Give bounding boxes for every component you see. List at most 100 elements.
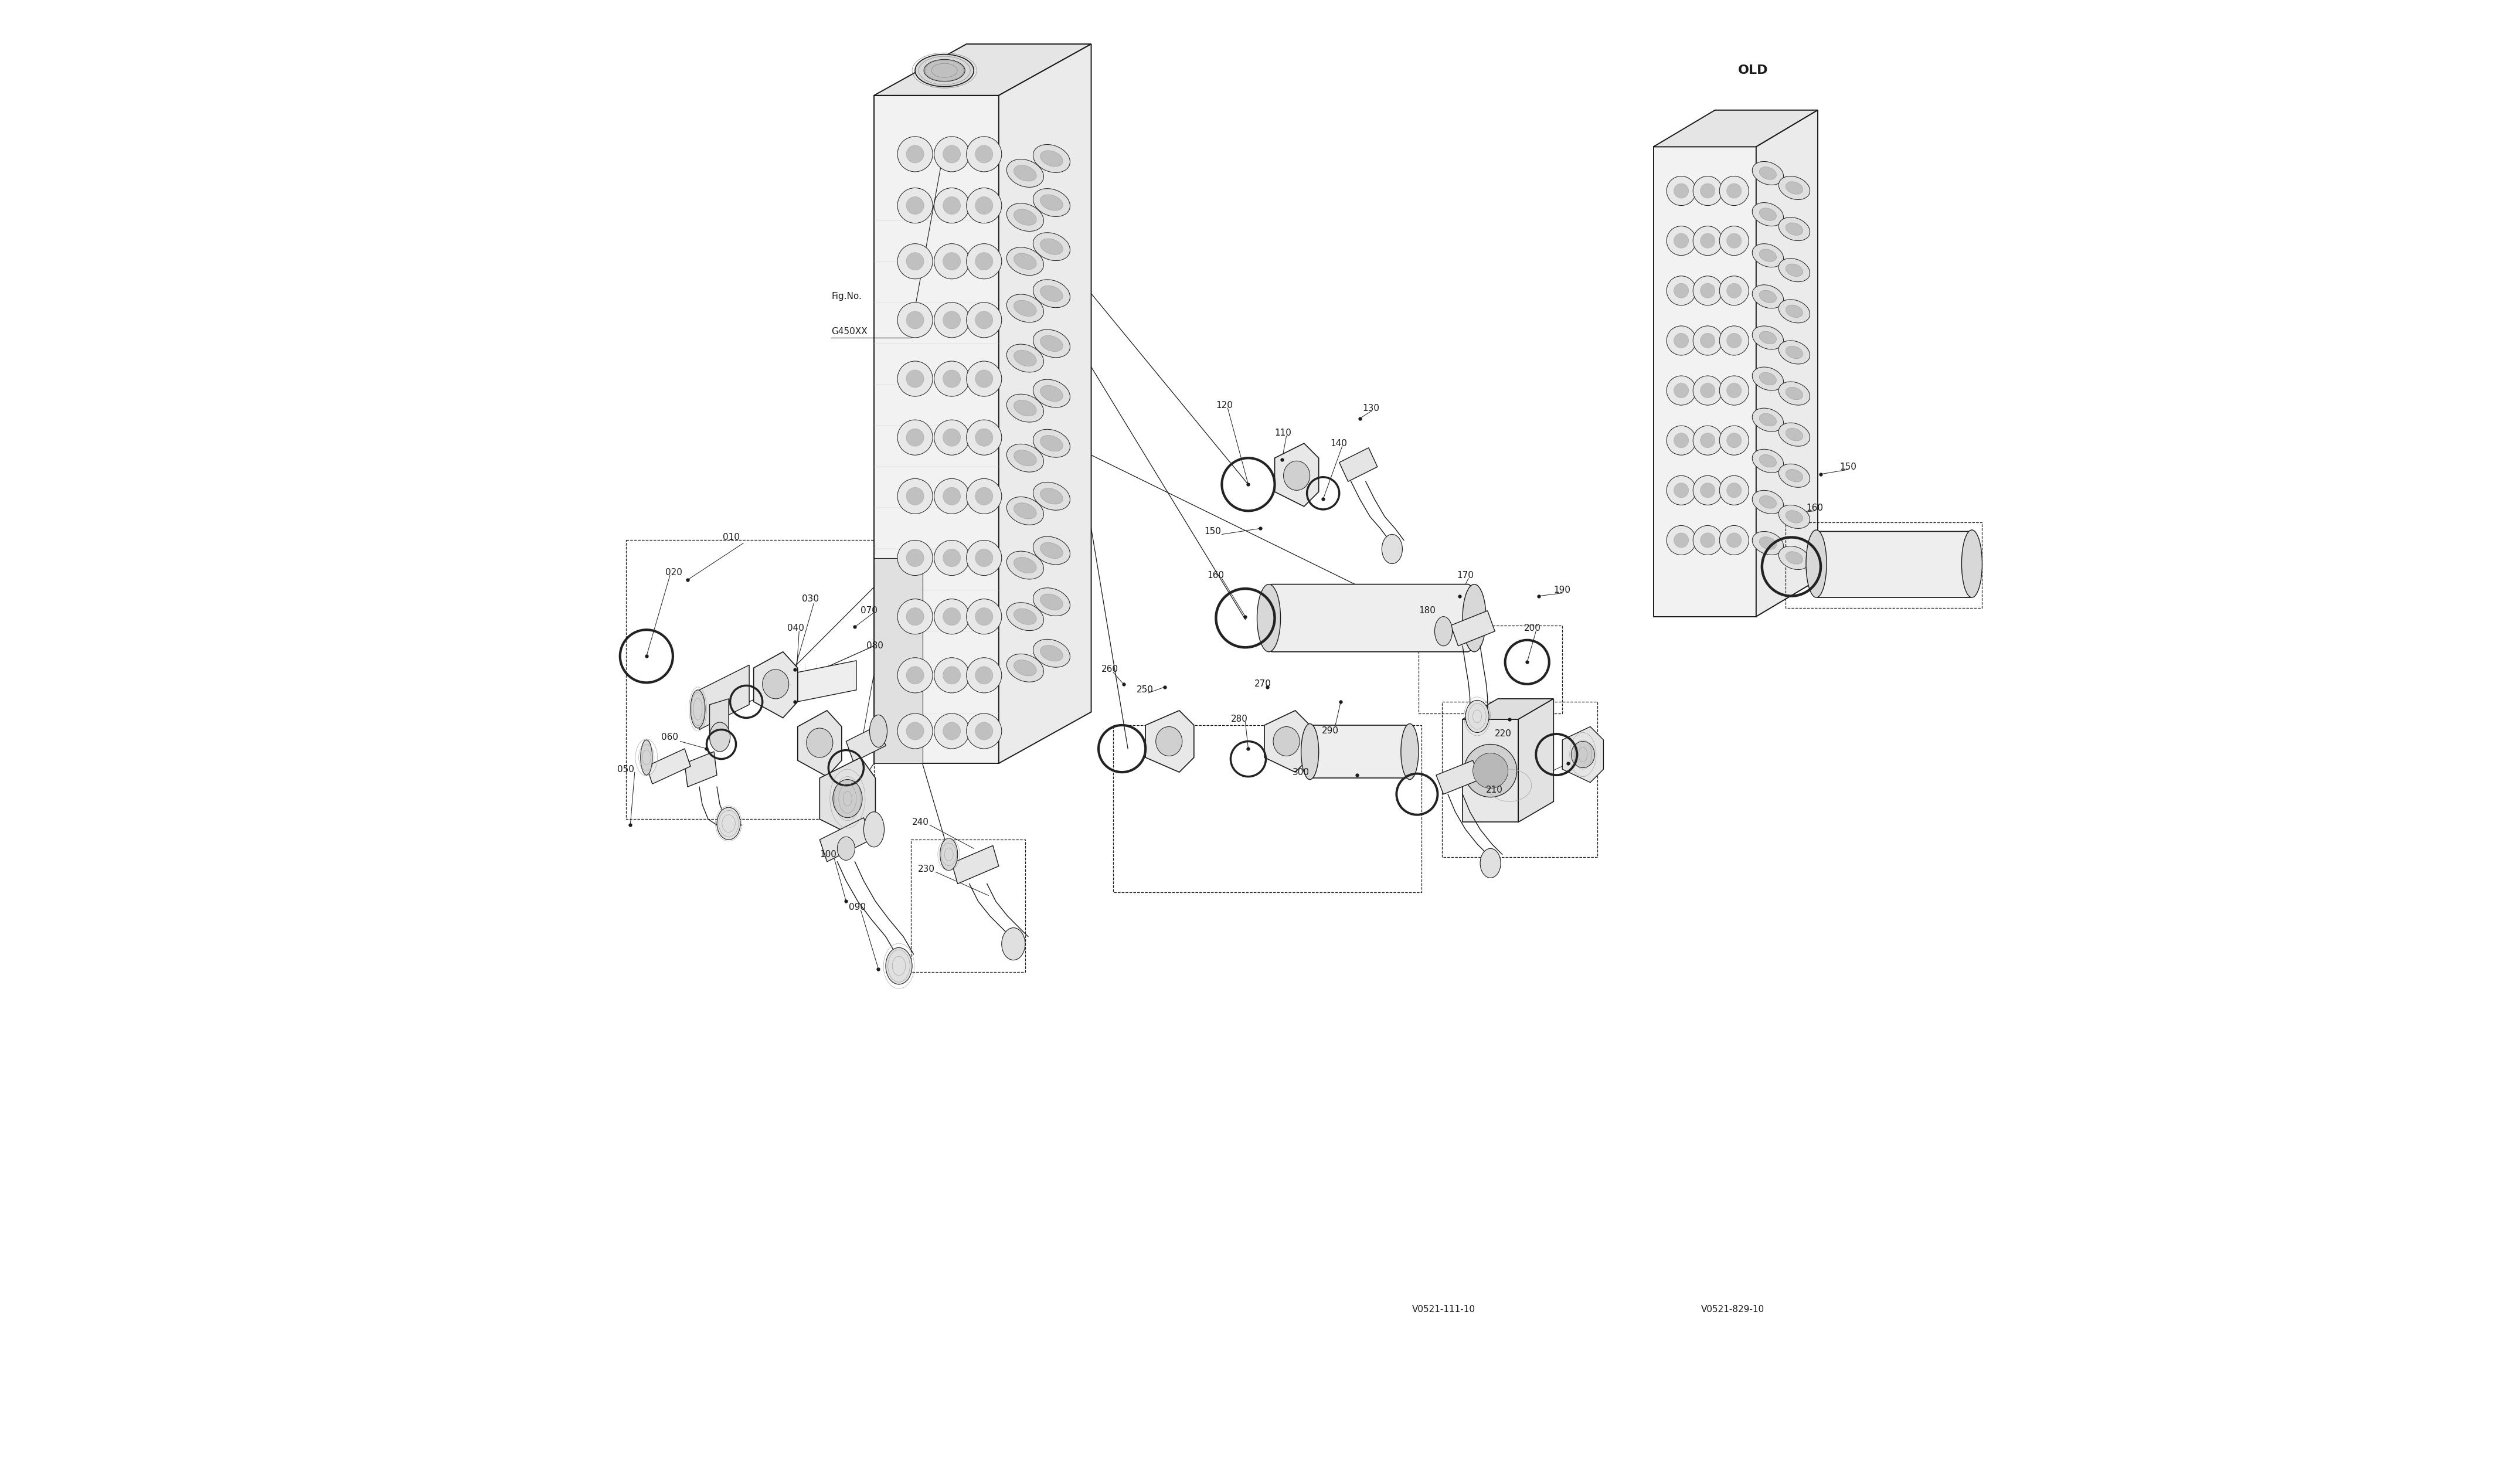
Circle shape: [1673, 233, 1688, 248]
Ellipse shape: [1041, 436, 1063, 451]
Ellipse shape: [1787, 223, 1802, 235]
Circle shape: [968, 244, 1000, 279]
Ellipse shape: [1751, 161, 1784, 185]
Ellipse shape: [1779, 217, 1809, 241]
Circle shape: [897, 244, 932, 279]
Ellipse shape: [1467, 700, 1489, 733]
Circle shape: [942, 311, 960, 329]
Text: 010: 010: [723, 533, 741, 542]
Ellipse shape: [1751, 490, 1784, 514]
Ellipse shape: [1401, 724, 1419, 780]
Ellipse shape: [1033, 188, 1071, 217]
Circle shape: [1726, 283, 1741, 298]
Ellipse shape: [837, 837, 854, 860]
Text: 300: 300: [1293, 768, 1310, 777]
Ellipse shape: [1381, 534, 1401, 564]
Polygon shape: [1436, 760, 1479, 794]
Circle shape: [907, 549, 925, 567]
Circle shape: [1719, 176, 1749, 206]
Polygon shape: [1653, 147, 1756, 617]
Ellipse shape: [1787, 264, 1802, 276]
Circle shape: [975, 666, 993, 684]
Circle shape: [968, 361, 1000, 396]
Circle shape: [1719, 226, 1749, 255]
Ellipse shape: [1041, 386, 1063, 401]
Text: 170: 170: [1457, 571, 1474, 580]
Ellipse shape: [1751, 408, 1784, 432]
Text: 290: 290: [1320, 727, 1338, 735]
Ellipse shape: [1013, 401, 1036, 415]
Ellipse shape: [1751, 367, 1784, 390]
Ellipse shape: [1013, 661, 1036, 675]
Circle shape: [975, 252, 993, 270]
Ellipse shape: [1005, 344, 1043, 373]
Ellipse shape: [1013, 504, 1036, 518]
Ellipse shape: [1013, 451, 1036, 465]
Circle shape: [1693, 526, 1721, 555]
Circle shape: [935, 188, 970, 223]
Text: 050: 050: [617, 765, 635, 774]
Polygon shape: [1265, 711, 1310, 772]
Text: 160: 160: [1207, 571, 1225, 580]
Ellipse shape: [1787, 388, 1802, 399]
Circle shape: [897, 658, 932, 693]
Ellipse shape: [1283, 461, 1310, 490]
Circle shape: [975, 608, 993, 625]
Ellipse shape: [1779, 546, 1809, 570]
Ellipse shape: [1759, 250, 1777, 261]
Ellipse shape: [1033, 587, 1071, 617]
Circle shape: [897, 137, 932, 172]
Text: 120: 120: [1217, 401, 1232, 410]
Circle shape: [1693, 326, 1721, 355]
Circle shape: [897, 302, 932, 338]
Circle shape: [942, 197, 960, 214]
Ellipse shape: [1257, 584, 1280, 652]
Circle shape: [907, 429, 925, 446]
Ellipse shape: [1570, 741, 1595, 768]
Circle shape: [975, 197, 993, 214]
Ellipse shape: [1807, 530, 1827, 597]
Circle shape: [1666, 276, 1696, 305]
Text: 230: 230: [917, 865, 935, 873]
Circle shape: [942, 252, 960, 270]
Circle shape: [907, 608, 925, 625]
Polygon shape: [998, 44, 1091, 763]
Ellipse shape: [1779, 464, 1809, 487]
Circle shape: [1673, 533, 1688, 548]
Circle shape: [907, 722, 925, 740]
Circle shape: [907, 311, 925, 329]
Polygon shape: [711, 699, 728, 737]
Ellipse shape: [1033, 279, 1071, 308]
Ellipse shape: [1779, 382, 1809, 405]
Ellipse shape: [640, 740, 653, 775]
Ellipse shape: [1759, 373, 1777, 385]
Ellipse shape: [1013, 558, 1036, 573]
Ellipse shape: [1041, 336, 1063, 351]
Text: OLD: OLD: [1739, 65, 1769, 76]
Ellipse shape: [1157, 727, 1182, 756]
Ellipse shape: [1787, 511, 1802, 523]
Circle shape: [1472, 753, 1507, 788]
Circle shape: [968, 302, 1000, 338]
Circle shape: [968, 188, 1000, 223]
Ellipse shape: [1434, 617, 1452, 646]
Text: 070: 070: [862, 606, 877, 615]
Ellipse shape: [1041, 286, 1063, 301]
Ellipse shape: [925, 59, 965, 82]
Ellipse shape: [1005, 159, 1043, 188]
Text: G450XX: G450XX: [832, 327, 867, 336]
Text: 040: 040: [786, 624, 804, 633]
Polygon shape: [799, 711, 842, 777]
Text: V0521-829-10: V0521-829-10: [1701, 1305, 1764, 1314]
Circle shape: [935, 540, 970, 575]
Ellipse shape: [1787, 470, 1802, 482]
Ellipse shape: [1479, 849, 1502, 878]
Circle shape: [935, 658, 970, 693]
Circle shape: [1701, 533, 1716, 548]
Circle shape: [1726, 433, 1741, 448]
Ellipse shape: [806, 728, 834, 757]
Circle shape: [1726, 483, 1741, 498]
Circle shape: [942, 370, 960, 388]
Ellipse shape: [1013, 166, 1036, 181]
Polygon shape: [1313, 725, 1406, 778]
